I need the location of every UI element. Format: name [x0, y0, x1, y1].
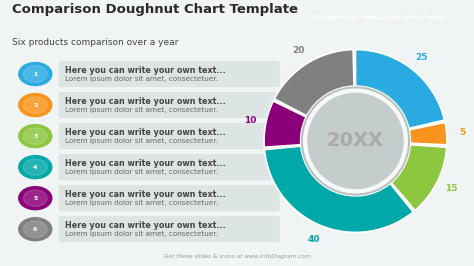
- Circle shape: [19, 218, 52, 241]
- Text: 20XX: 20XX: [327, 131, 384, 151]
- Text: Lorem ipsum dolor sit amet, consectetuer.: Lorem ipsum dolor sit amet, consectetuer…: [65, 231, 219, 237]
- Circle shape: [23, 128, 47, 144]
- Text: Here you can write your own text...: Here you can write your own text...: [65, 128, 226, 137]
- Text: 10: 10: [244, 116, 256, 125]
- Text: 20: 20: [292, 46, 305, 55]
- Circle shape: [23, 66, 47, 82]
- Text: Here you can write your own text...: Here you can write your own text...: [65, 159, 226, 168]
- Circle shape: [23, 159, 47, 175]
- FancyBboxPatch shape: [59, 216, 280, 242]
- Text: Lorem ipsum dolor sit amet, consectetuer.: Lorem ipsum dolor sit amet, consectetuer…: [65, 76, 219, 82]
- Circle shape: [23, 97, 47, 113]
- Text: 5: 5: [33, 196, 37, 201]
- Text: Six products comparison over a year: Six products comparison over a year: [12, 38, 178, 47]
- Wedge shape: [391, 145, 447, 210]
- Circle shape: [19, 187, 52, 210]
- Text: 15: 15: [445, 184, 457, 193]
- Wedge shape: [274, 49, 354, 116]
- Circle shape: [19, 124, 52, 148]
- Wedge shape: [264, 101, 306, 147]
- Circle shape: [301, 87, 410, 195]
- FancyBboxPatch shape: [59, 154, 280, 180]
- Text: 25: 25: [416, 53, 428, 62]
- Text: 40: 40: [308, 235, 320, 244]
- Text: 4: 4: [33, 165, 37, 170]
- Circle shape: [308, 93, 403, 189]
- Text: 5: 5: [459, 128, 465, 137]
- Text: 3: 3: [33, 134, 37, 139]
- Text: Comparison Doughnut Chart Template: Comparison Doughnut Chart Template: [12, 3, 298, 16]
- Text: 6: 6: [33, 227, 37, 232]
- Text: Lorem ipsum dolor sit amet, consectetuer.: Lorem ipsum dolor sit amet, consectetuer…: [65, 107, 219, 113]
- Circle shape: [19, 94, 52, 117]
- FancyBboxPatch shape: [59, 123, 280, 149]
- FancyBboxPatch shape: [59, 185, 280, 211]
- Text: All Charts are Data-Driven Excel Charts: All Charts are Data-Driven Excel Charts: [312, 15, 444, 20]
- Text: Get these slides & icons at www.InfoDiagram.com: Get these slides & icons at www.InfoDiag…: [164, 254, 310, 259]
- FancyBboxPatch shape: [59, 61, 280, 87]
- Text: Lorem ipsum dolor sit amet, consectetuer.: Lorem ipsum dolor sit amet, consectetuer…: [65, 169, 219, 175]
- Text: 2: 2: [33, 103, 37, 107]
- Wedge shape: [303, 88, 408, 194]
- Wedge shape: [409, 122, 447, 145]
- FancyBboxPatch shape: [59, 92, 280, 118]
- Text: Lorem ipsum dolor sit amet, consectetuer.: Lorem ipsum dolor sit amet, consectetuer…: [65, 138, 219, 144]
- Text: Lorem ipsum dolor sit amet, consectetuer.: Lorem ipsum dolor sit amet, consectetuer…: [65, 200, 219, 206]
- Wedge shape: [264, 146, 413, 232]
- Text: 1: 1: [33, 72, 37, 77]
- Text: Here you can write your own text...: Here you can write your own text...: [65, 221, 226, 230]
- Circle shape: [19, 156, 52, 179]
- Circle shape: [19, 63, 52, 86]
- Text: Here you can write your own text...: Here you can write your own text...: [65, 97, 226, 106]
- Circle shape: [23, 190, 47, 206]
- Text: Here you can write your own text...: Here you can write your own text...: [65, 190, 226, 199]
- Wedge shape: [356, 49, 445, 128]
- Circle shape: [23, 221, 47, 238]
- Text: Here you can write your own text...: Here you can write your own text...: [65, 66, 226, 75]
